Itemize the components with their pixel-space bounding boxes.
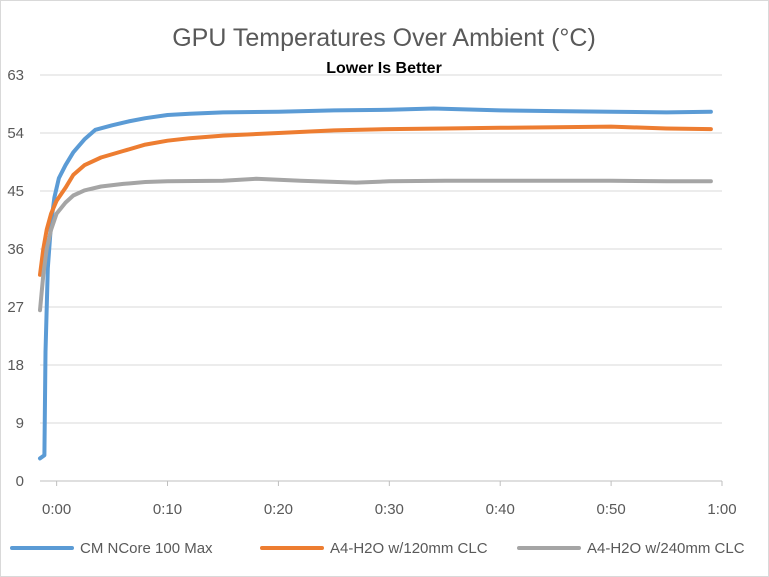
y-tick-label: 27 (7, 299, 24, 316)
legend: CM NCore 100 Max A4-H2O w/120mm CLC A4-H2O… (10, 540, 745, 557)
series-line-2 (38, 124, 713, 277)
x-tick-label: 0:40 (486, 501, 515, 518)
chart-title: GPU Temperatures Over Ambient (°C) (172, 24, 596, 52)
chart-subtitle: Lower Is Better (326, 60, 442, 77)
legend-label-3: A4-H2O w/240mm CLC (587, 540, 745, 557)
x-tick-label: 0:30 (375, 501, 404, 518)
series-line-1 (38, 106, 713, 461)
legend-label-2: A4-H2O w/120mm CLC (330, 540, 488, 557)
series-lines (38, 106, 713, 461)
y-tick-label: 36 (7, 241, 24, 258)
y-tick-label: 18 (7, 357, 24, 374)
y-tick-label: 63 (7, 67, 24, 84)
x-tick-label: 1:00 (707, 501, 736, 518)
x-tick-label: 0:10 (153, 501, 182, 518)
legend-label-1: CM NCore 100 Max (80, 540, 213, 557)
gridlines (40, 74, 722, 424)
axes: 0 9 18 27 36 45 54 63 0:00 0:10 0:20 0:30 0:40 0:50 1:… (7, 67, 736, 518)
y-tick-label: 45 (7, 183, 24, 200)
x-tick-label: 0:50 (597, 501, 626, 518)
y-tick-label: 54 (7, 125, 24, 142)
x-tick-label: 0:20 (264, 501, 293, 518)
series-line-3 (38, 176, 713, 313)
y-tick-label: 0 (16, 473, 24, 490)
y-tick-label: 9 (16, 415, 24, 432)
x-tick-label: 0:00 (42, 501, 71, 518)
